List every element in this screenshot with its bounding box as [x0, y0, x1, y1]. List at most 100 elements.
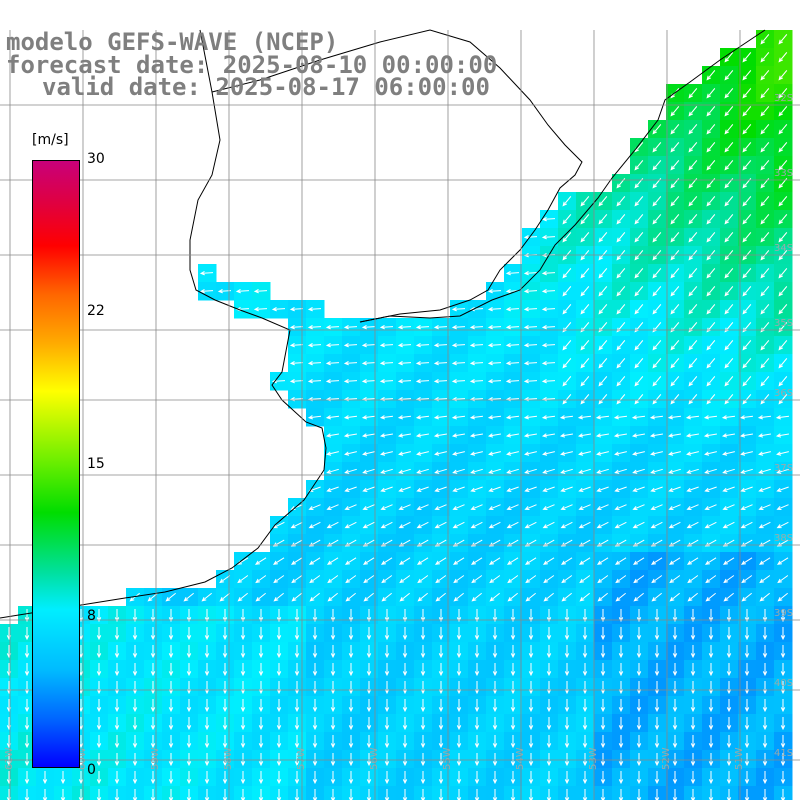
wind-arrow [201, 592, 212, 602]
wind-arrow [741, 592, 752, 602]
wind-arrow [564, 681, 570, 695]
wind-arrow [564, 699, 570, 713]
wind-arrow [564, 717, 570, 731]
wind-arrow [686, 486, 699, 492]
wind-arrow [652, 286, 662, 297]
wind-arrow [546, 627, 552, 641]
wind-arrow [492, 789, 498, 800]
wind-arrow [307, 360, 322, 366]
wind-arrow [668, 521, 681, 529]
wind-arrow [327, 575, 339, 584]
wind-arrow [222, 789, 228, 800]
wind-arrow [474, 717, 480, 731]
wind-arrow [726, 699, 732, 713]
wind-arrow [506, 468, 519, 474]
wind-arrow [654, 699, 660, 713]
wind-arrow [456, 645, 462, 659]
wind-arrow [778, 34, 788, 45]
wind-arrow [616, 232, 626, 243]
wind-arrow [726, 789, 732, 800]
wind-arrow [562, 286, 572, 297]
wind-arrow [96, 789, 102, 800]
wind-arrow [366, 771, 372, 785]
wind-arrow [618, 645, 624, 659]
wind-arrow [384, 699, 390, 713]
wind-arrow [672, 789, 678, 800]
wind-arrow [186, 681, 192, 695]
wind-arrow [510, 645, 516, 659]
wind-arrow [344, 486, 357, 492]
wind-arrow [778, 214, 788, 225]
wind-arrow [742, 70, 752, 81]
wind-arrow [564, 771, 570, 785]
wind-arrow [546, 699, 552, 713]
wind-arrow [616, 214, 626, 225]
wind-arrow [652, 142, 662, 153]
wind-arrow [543, 575, 555, 584]
wind-arrow [523, 378, 538, 384]
wind-arrow [778, 268, 788, 279]
wind-arrow [470, 451, 483, 456]
wind-arrow [398, 521, 411, 529]
wind-arrow [632, 468, 645, 474]
wind-arrow [582, 717, 588, 731]
wind-arrow [654, 789, 660, 800]
wind-arrow [363, 592, 374, 602]
wind-arrow [114, 699, 120, 713]
wind-arrow [505, 378, 520, 384]
wind-arrow [688, 340, 698, 351]
lat-label: 41S [774, 748, 793, 759]
wind-arrow [654, 627, 660, 641]
wind-arrow [686, 451, 699, 456]
wind-arrow [348, 735, 354, 749]
wind-arrow [381, 575, 393, 584]
wind-arrow [636, 789, 642, 800]
wind-arrow [613, 433, 627, 438]
lat-label: 36S [774, 388, 793, 399]
wind-arrow [708, 699, 714, 713]
wind-arrow [362, 557, 375, 565]
coastline-interior [211, 29, 583, 323]
wind-arrow [724, 52, 734, 63]
wind-arrow [438, 663, 444, 677]
wind-arrow [380, 468, 393, 474]
wind-arrow [636, 717, 642, 731]
lon-label: 51W [734, 747, 745, 770]
wind-arrow [438, 627, 444, 641]
wind-arrow [150, 717, 156, 731]
wind-arrow [487, 360, 502, 366]
wind-arrow [579, 575, 591, 584]
wind-arrow [487, 378, 502, 384]
wind-arrow [780, 663, 786, 677]
wind-arrow [703, 433, 717, 438]
wind-arrow [402, 717, 408, 731]
wind-arrow [528, 789, 534, 800]
wind-arrow [672, 681, 678, 695]
wind-arrow [708, 645, 714, 659]
wind-arrow [650, 486, 663, 492]
wind-arrow [289, 378, 304, 384]
wind-arrow [366, 735, 372, 749]
wind-arrow [492, 627, 498, 641]
wind-arrow [560, 451, 573, 456]
wind-arrow [706, 304, 716, 315]
wind-arrow [276, 627, 282, 641]
wind-arrow [740, 521, 753, 529]
wind-arrow [525, 592, 536, 602]
wind-arrow [325, 415, 340, 420]
wind-arrow [505, 415, 520, 420]
wind-arrow [744, 699, 750, 713]
wind-arrow [294, 627, 300, 641]
wind-arrow [240, 717, 246, 731]
wind-arrow [488, 504, 501, 511]
wind-arrow [760, 376, 770, 387]
wind-arrow [434, 521, 447, 529]
wind-arrow [525, 575, 537, 584]
wind-arrow [564, 645, 570, 659]
wind-arrow [742, 376, 752, 387]
wind-arrow [708, 717, 714, 731]
wind-arrow [582, 789, 588, 800]
wind-arrow [506, 486, 519, 492]
wind-arrow [397, 433, 411, 438]
wind-arrow [776, 451, 789, 456]
